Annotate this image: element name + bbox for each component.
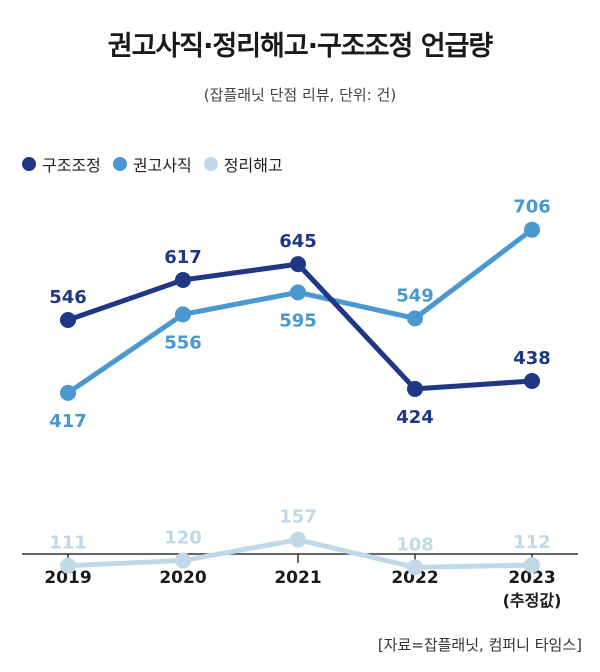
x-tick-label-2: 2021: [274, 568, 321, 588]
legend-label-1: 권고사직: [132, 156, 192, 175]
point-2-1: [175, 552, 191, 569]
data-label-2-0: 111: [49, 533, 87, 554]
point-1-2: [290, 284, 306, 301]
data-label-0-2: 645: [279, 231, 317, 252]
data-label-1-3: 549: [396, 285, 434, 306]
legend-label-2: 정리해고: [223, 156, 283, 175]
x-tick-label-3: 2022: [391, 568, 438, 588]
point-0-2: [290, 256, 306, 273]
chart-title: 권고사직·정리해고·구조조정 언급량: [107, 31, 494, 62]
data-label-2-2: 157: [279, 507, 317, 528]
legend-item-0: 구조조정: [22, 152, 101, 176]
data-label-1-1: 556: [164, 332, 202, 353]
x-tick-label-4: 2023: [508, 568, 555, 588]
source-note: [자료=잡플래닛, 컴퍼니 타임스]: [377, 636, 582, 654]
legend-item-1: 권고사직: [112, 152, 192, 176]
legend-label-0: 구조조정: [42, 156, 101, 175]
data-label-0-3: 424: [396, 407, 434, 428]
data-label-2-3: 108: [396, 534, 434, 555]
point-0-0: [60, 312, 76, 329]
point-1-4: [524, 221, 540, 238]
x-tick-label-1: 2020: [159, 568, 206, 588]
data-label-2-1: 120: [164, 528, 202, 549]
data-label-1-0: 417: [49, 411, 87, 432]
legend-marker-0: [22, 157, 36, 171]
legend: 구조조정 권고사직 정리해고: [22, 152, 283, 176]
point-2-2: [290, 531, 306, 548]
point-2-3: [407, 559, 423, 576]
data-label-0-4: 438: [513, 348, 551, 369]
point-0-1: [175, 271, 191, 288]
data-label-2-4: 112: [513, 532, 551, 553]
point-0-3: [407, 380, 423, 397]
legend-marker-1: [112, 157, 127, 171]
point-1-3: [407, 310, 423, 327]
chart-subtitle: (잡플래닛 단점 리뷰, 단위: 건): [203, 86, 397, 104]
data-label-1-4: 706: [513, 197, 551, 218]
x-tick-sublabel-4: (추정값): [503, 591, 562, 610]
point-2-0: [60, 557, 76, 574]
point-0-4: [524, 373, 540, 390]
legend-marker-2: [203, 157, 218, 171]
data-label-0-0: 546: [49, 287, 87, 308]
legend-item-2: 정리해고: [203, 152, 283, 176]
data-label-1-2: 595: [279, 310, 317, 331]
x-tick-label-0: 2019: [44, 568, 91, 588]
data-label-0-1: 617: [164, 247, 202, 268]
point-1-0: [60, 384, 76, 401]
point-2-4: [524, 557, 540, 574]
point-1-1: [175, 306, 191, 323]
